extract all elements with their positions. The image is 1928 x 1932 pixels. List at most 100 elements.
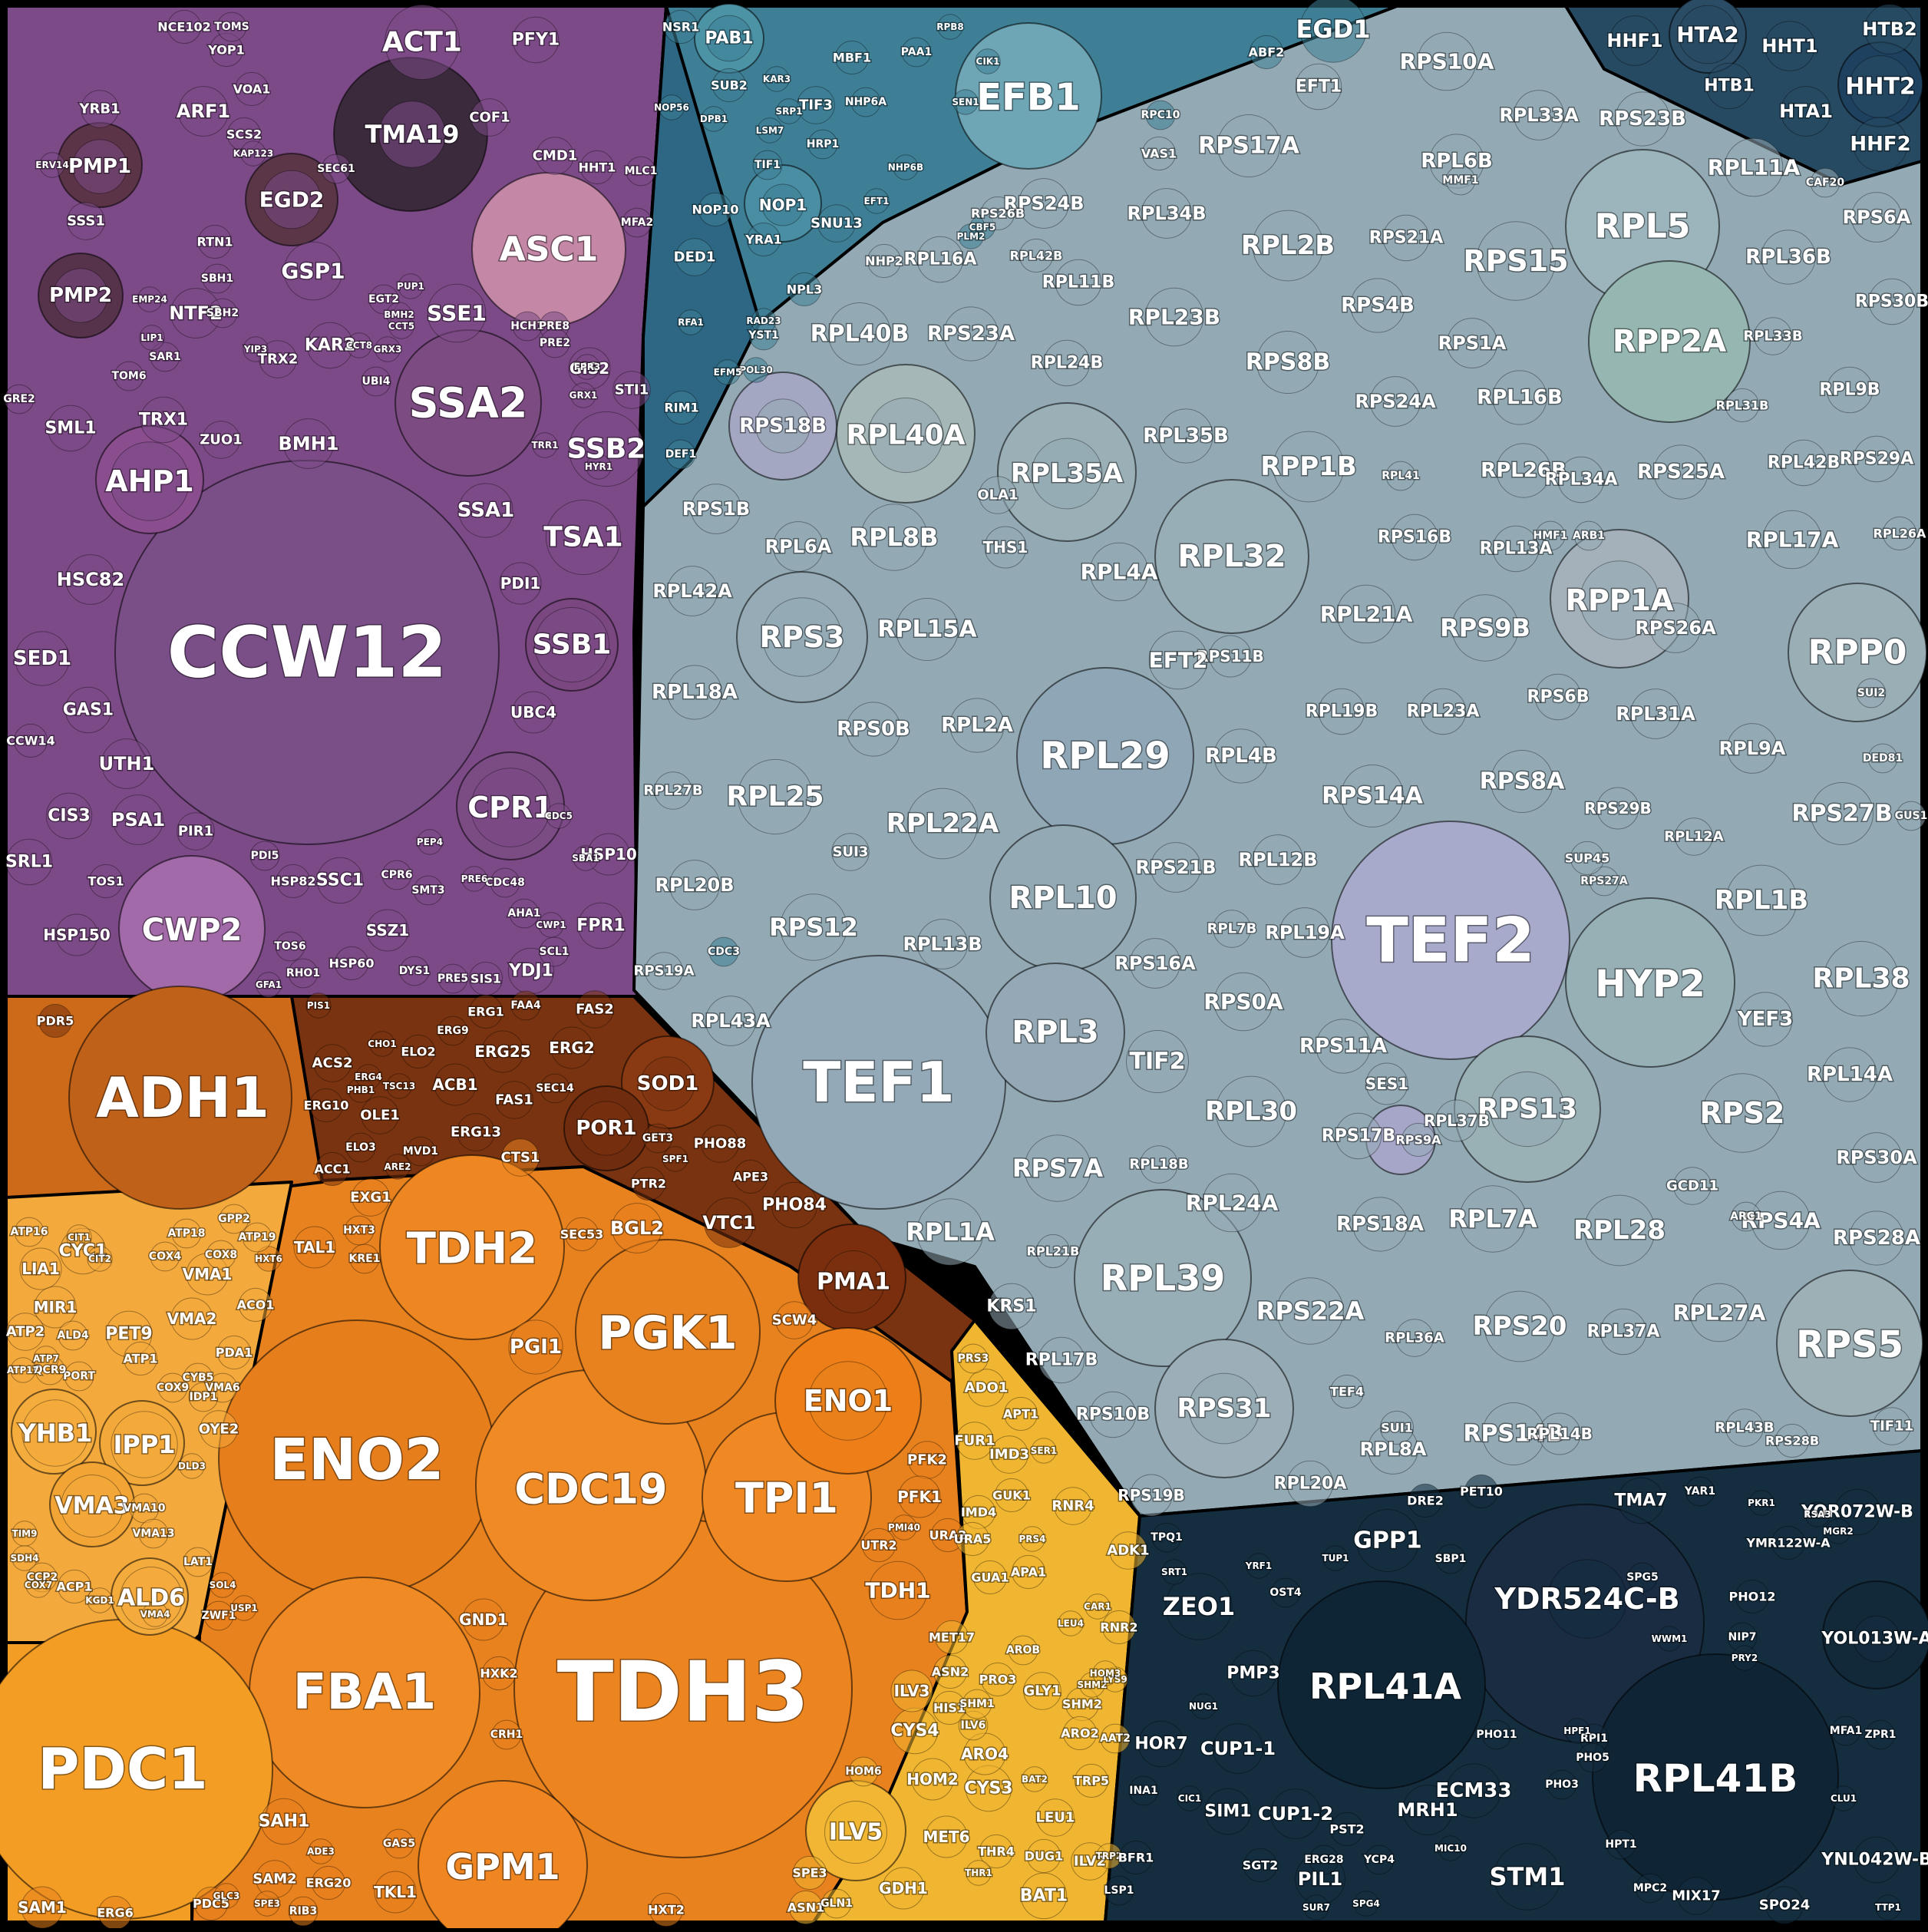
label-hxt3: HXT3 [343, 1224, 375, 1237]
cell-trp5 [1074, 1763, 1109, 1798]
cell-rsa3 [1804, 1501, 1831, 1527]
label-bgl2: BGL2 [610, 1217, 664, 1239]
cell-mbf1 [834, 40, 870, 75]
label-tom6: TOM6 [111, 370, 146, 382]
cell-ydr524c-b [1547, 1559, 1627, 1639]
cell-rps11a [1316, 1019, 1371, 1074]
cell-rtn1 [197, 224, 233, 259]
label-rps6a: RPS6A [1843, 206, 1911, 228]
cell-tif1 [752, 150, 783, 180]
label-rps8a: RPS8A [1480, 768, 1566, 795]
cell-gfa1 [256, 972, 282, 998]
cell-rpl2a [949, 698, 1005, 753]
label-bmh2: BMH2 [384, 309, 414, 320]
label-gpp1: GPP1 [1353, 1527, 1421, 1554]
label-tma19: TMA19 [365, 120, 460, 149]
label-ded81: DED81 [1863, 752, 1903, 765]
cell-sui1 [1379, 1410, 1415, 1445]
cell-rpl17b [1038, 1336, 1085, 1384]
cell-gas1 [64, 686, 112, 734]
label-plm2: PLM2 [957, 231, 985, 242]
cell-rps28a [1849, 1210, 1904, 1266]
label-rpl7b: RPL7B [1207, 921, 1257, 937]
label-phb1: PHB1 [347, 1085, 375, 1095]
label-sen1: SEN1 [952, 97, 979, 107]
cell-ura5 [955, 1521, 990, 1557]
label-rpl20b: RPL20B [655, 874, 734, 896]
cell-sen1 [952, 89, 979, 115]
label-sec53: SEC53 [560, 1227, 603, 1242]
label-rpl27b: RPL27B [643, 783, 702, 799]
label-rps0b: RPS0B [837, 718, 910, 741]
label-met6: MET6 [923, 1828, 969, 1846]
cell-hsp60 [334, 946, 369, 981]
cell-aco1 [238, 1287, 273, 1323]
cell-rps12 [780, 893, 847, 961]
label-rps1b: RPS1B [682, 498, 750, 520]
cell-voa1 [234, 71, 269, 107]
cell-pst2 [1329, 1811, 1365, 1847]
cell-hhf2 [1853, 117, 1908, 172]
label-trp5: TRP5 [1074, 1774, 1109, 1788]
label-lia1: LIA1 [21, 1260, 60, 1278]
cell-arob [1008, 1635, 1038, 1666]
cell-sml1 [47, 405, 94, 452]
label-cik1: CIK1 [976, 56, 1000, 67]
label-ald6: ALD6 [117, 1585, 185, 1612]
cell-cho1 [369, 1031, 395, 1057]
label-rps14b: RPS14B [1463, 1421, 1563, 1448]
cell-ilv3 [890, 1669, 933, 1712]
label-spe3: SPE3 [254, 1898, 280, 1909]
label-sah1: SAH1 [259, 1812, 310, 1831]
label-rpl9a: RPL9A [1719, 738, 1786, 759]
label-ydj1: YDJ1 [508, 962, 553, 981]
cell-ina1 [1128, 1775, 1159, 1806]
label-ado1: ADO1 [965, 1380, 1009, 1396]
cell-thr1 [966, 1860, 992, 1886]
label-tdh2: TDH2 [407, 1224, 538, 1274]
cell-ole1 [361, 1096, 399, 1134]
label-ccw14: CCW14 [6, 734, 54, 748]
cell-bat2 [1022, 1766, 1048, 1792]
label-rpl20a: RPL20A [1274, 1475, 1347, 1494]
cell-rps11b [1209, 635, 1252, 678]
label-sol4: SOL4 [210, 1580, 236, 1590]
label-rpl13a: RPL13A [1480, 540, 1553, 559]
label-rpl41: RPL41 [1382, 470, 1419, 482]
cell-prs4 [1019, 1526, 1045, 1552]
label-hta2: HTA2 [1676, 22, 1739, 48]
label-pma1: PMA1 [817, 1269, 890, 1296]
cell-zuo1 [202, 421, 240, 459]
cell-rnr4 [1054, 1487, 1092, 1525]
cell-srt1 [1161, 1559, 1187, 1585]
cell-pho3 [1547, 1769, 1577, 1800]
cell-port [64, 1361, 94, 1392]
label-yor072w-b: YOR072W-B [1801, 1503, 1913, 1522]
label-rps7a: RPS7A [1012, 1154, 1103, 1183]
label-pda1: PDA1 [216, 1346, 253, 1360]
cell-ssc1 [316, 857, 364, 904]
label-rps4a: RPS4A [1741, 1208, 1821, 1234]
cell-atp7 [33, 1346, 59, 1372]
label-cct5: CCT5 [388, 321, 414, 332]
cell-mvd1 [405, 1136, 436, 1167]
cell-gly1 [1023, 1672, 1061, 1710]
label-rpl16a: RPL16A [904, 250, 977, 269]
label-rpl42a: RPL42A [652, 580, 732, 602]
label-tos6: TOS6 [274, 940, 305, 953]
cell-rpl9b [1826, 366, 1874, 414]
label-pol30: POL30 [739, 365, 772, 375]
label-ipp1: IPP1 [113, 1430, 175, 1459]
cell-rpl35a [1031, 438, 1103, 510]
label-gus1: GUS1 [1895, 810, 1928, 822]
label-cho1: CHO1 [368, 1039, 396, 1049]
cell-erg28 [1309, 1844, 1339, 1875]
cell-erg13 [457, 1113, 495, 1151]
label-dys1: DYS1 [399, 965, 431, 977]
label-psa1: PSA1 [111, 809, 165, 831]
label-rps28a: RPS28A [1833, 1227, 1920, 1250]
label-ilv2: ILV2 [1074, 1854, 1106, 1870]
label-yop1: YOP1 [207, 43, 244, 58]
label-yrb1: YRB1 [78, 101, 120, 117]
label-ssb2: SSB2 [567, 434, 646, 465]
